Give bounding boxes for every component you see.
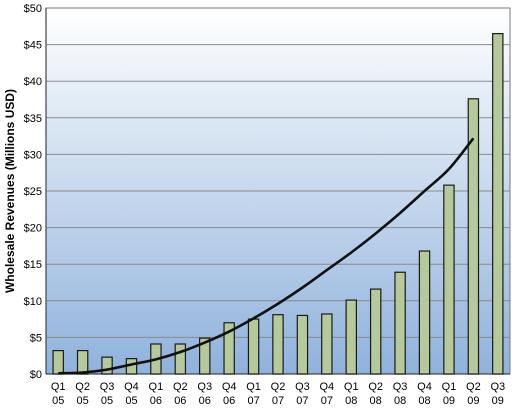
bar xyxy=(394,271,406,375)
x-tick-year: 08 xyxy=(345,395,357,407)
x-tick-year: 07 xyxy=(296,395,308,407)
x-tick-year: 07 xyxy=(321,395,333,407)
bar xyxy=(296,314,309,375)
y-axis-ticks: $0 $5 $10 $15 $20 $25 $30 $35 $40 $45 $50 xyxy=(24,3,42,381)
bar xyxy=(418,250,431,375)
bar xyxy=(345,299,357,375)
y-tick-label: $40 xyxy=(24,76,42,88)
y-tick-label: $10 xyxy=(24,296,42,308)
y-tick-label: $20 xyxy=(24,223,42,235)
x-tick-quarter: Q1 xyxy=(51,381,66,393)
x-tick-quarter: Q2 xyxy=(173,381,188,393)
x-tick-year: 05 xyxy=(77,395,89,407)
x-tick-quarter: Q4 xyxy=(222,381,237,393)
trendline-group xyxy=(58,137,475,375)
x-tick-quarter: Q3 xyxy=(295,381,310,393)
y-tick-label: $5 xyxy=(30,332,42,344)
x-tick-quarter: Q1 xyxy=(149,381,164,393)
x-tick-year: 06 xyxy=(223,395,235,407)
x-tick-quarter: Q3 xyxy=(490,381,505,393)
x-tick-quarter: Q2 xyxy=(368,381,383,393)
bar xyxy=(223,322,235,375)
bar xyxy=(247,318,260,375)
x-tick-quarter: Q2 xyxy=(75,381,90,393)
bar xyxy=(174,343,187,375)
x-tick-quarter: Q2 xyxy=(466,381,481,393)
bar xyxy=(199,337,211,375)
bar xyxy=(321,313,333,375)
bar xyxy=(101,356,113,375)
bar xyxy=(467,98,480,375)
x-tick-year: 06 xyxy=(199,395,211,407)
x-tick-quarter: Q4 xyxy=(124,381,139,393)
x-tick-year: 08 xyxy=(370,395,382,407)
x-tick-quarter: Q4 xyxy=(319,381,334,393)
y-tick-label: $0 xyxy=(30,369,42,381)
bar xyxy=(369,288,382,375)
x-tick-quarter: Q4 xyxy=(417,381,432,393)
bar xyxy=(492,33,504,375)
x-tick-year: 09 xyxy=(443,395,455,407)
y-tick-label: $35 xyxy=(24,113,42,125)
x-tick-quarter: Q2 xyxy=(271,381,286,393)
x-tick-year: 05 xyxy=(52,395,64,407)
x-tick-quarter: Q3 xyxy=(100,381,115,393)
x-tick-year: 06 xyxy=(150,395,162,407)
x-tick-year: 07 xyxy=(272,395,284,407)
bar xyxy=(52,349,64,375)
y-axis-label: Wholesale Revenues (Millions USD) xyxy=(3,89,17,293)
trendline xyxy=(58,137,475,375)
y-tick-label: $15 xyxy=(24,259,42,271)
x-tick-quarter: Q3 xyxy=(393,381,408,393)
x-tick-quarter: Q1 xyxy=(442,381,457,393)
x-tick-year: 05 xyxy=(101,395,113,407)
x-tick-year: 08 xyxy=(394,395,406,407)
x-tick-year: 05 xyxy=(125,395,137,407)
x-tick-year: 06 xyxy=(174,395,186,407)
bar xyxy=(443,184,455,375)
bar xyxy=(76,349,89,375)
x-tick-quarter: Q1 xyxy=(246,381,261,393)
bar xyxy=(272,314,284,375)
x-tick-year: 09 xyxy=(467,395,479,407)
y-tick-label: $50 xyxy=(24,3,42,15)
x-tick-quarter: Q1 xyxy=(344,381,359,393)
x-tick-year: 09 xyxy=(492,395,504,407)
x-tick-year: 07 xyxy=(247,395,259,407)
y-tick-label: $30 xyxy=(24,149,42,161)
x-tick-year: 08 xyxy=(418,395,430,407)
x-tick-quarter: Q3 xyxy=(197,381,212,393)
x-axis-ticks: Q1 05 Q2 05 Q3 05 Q4 05 Q1 06 Q2 06 Q3 06 Q4 06 Q1 07 Q2 07… xyxy=(51,381,505,407)
y-tick-label: $45 xyxy=(24,40,42,52)
y-tick-label: $25 xyxy=(24,186,42,198)
